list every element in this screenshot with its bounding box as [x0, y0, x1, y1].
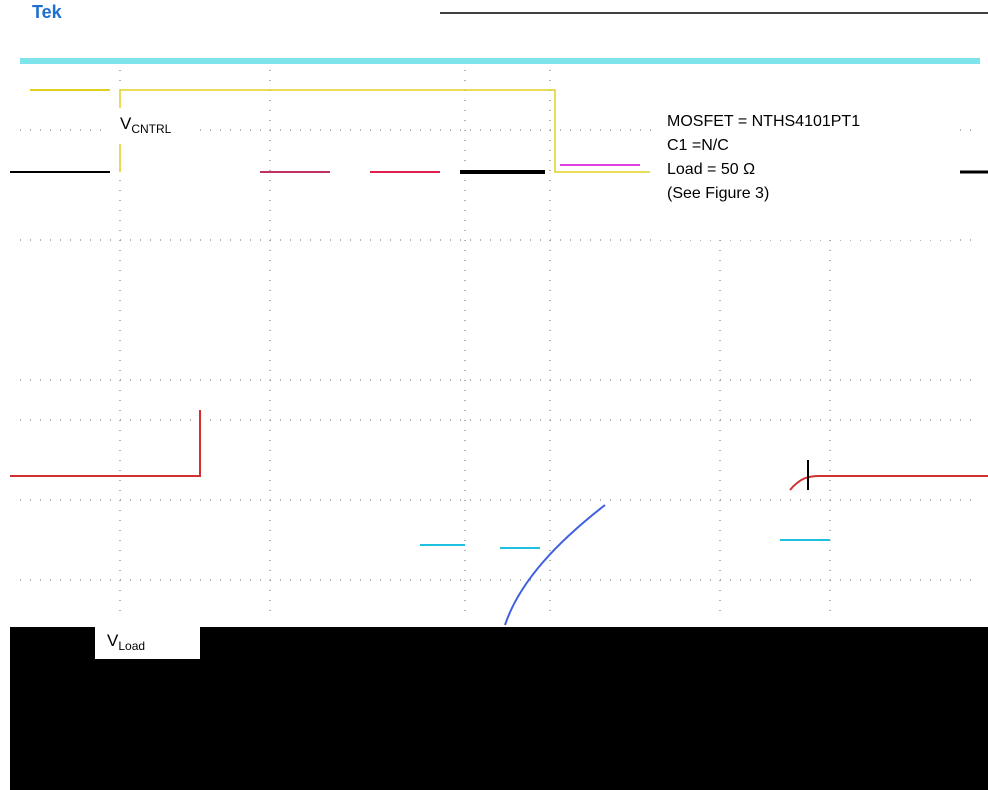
- load-label: VLoad: [95, 627, 200, 659]
- info-line: MOSFET = NTHS4101PT1: [667, 110, 960, 134]
- info-line: (See Figure 3): [667, 182, 960, 206]
- label-main: V: [120, 114, 131, 133]
- control-label: VCNTRL: [104, 108, 200, 144]
- load-trace: [10, 410, 988, 625]
- label-main: V: [107, 631, 118, 650]
- label-sub: Load: [118, 639, 145, 653]
- label-sub: CNTRL: [131, 122, 171, 136]
- scope-screen: Tek VCNTRL VLoad MOSFET = NTHS4101PT1C1 …: [0, 0, 988, 790]
- info-line: Load = 50 Ω: [667, 158, 960, 182]
- info-line: C1 =N/C: [667, 134, 960, 158]
- brand: Tek: [32, 2, 62, 23]
- status-band: [20, 58, 980, 64]
